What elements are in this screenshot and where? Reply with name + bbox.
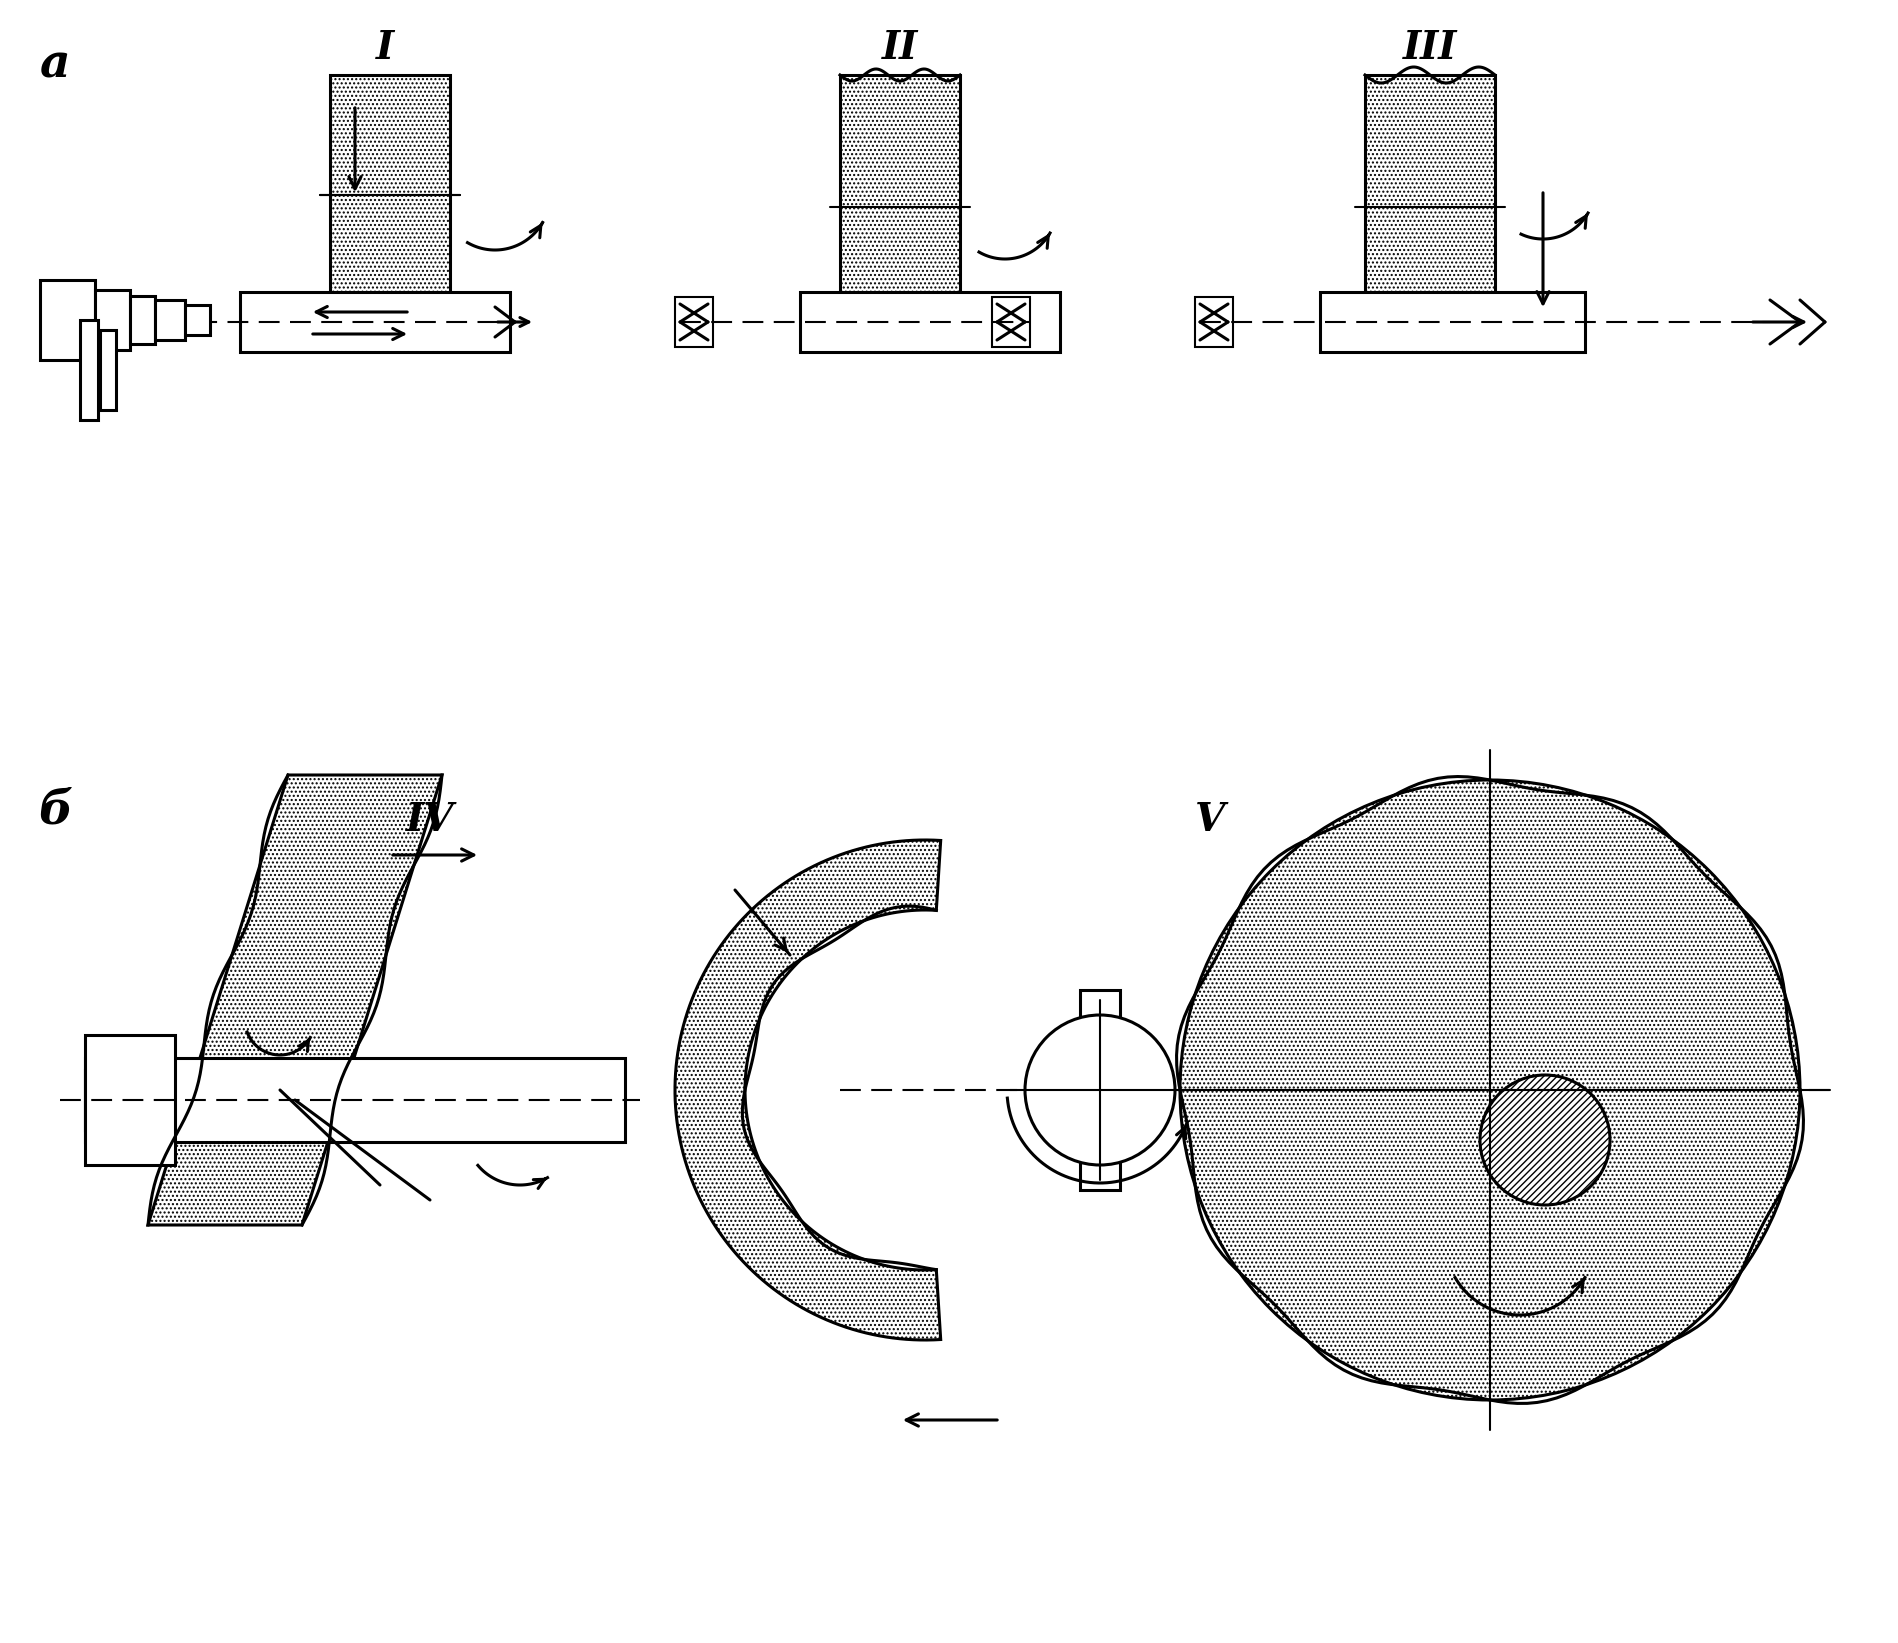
Circle shape: [1181, 780, 1799, 1400]
Bar: [95, 291, 129, 350]
Text: IV: IV: [406, 802, 454, 840]
Bar: [40, 279, 95, 360]
Bar: [85, 1035, 175, 1165]
Bar: [85, 1070, 135, 1130]
Bar: [676, 297, 714, 347]
Bar: [330, 76, 450, 315]
Bar: [101, 330, 116, 411]
Circle shape: [1025, 1015, 1175, 1165]
Bar: [1365, 76, 1496, 340]
Bar: [80, 320, 99, 421]
Bar: [841, 76, 960, 340]
Text: б: б: [38, 787, 72, 833]
Bar: [993, 297, 1031, 347]
Bar: [1080, 991, 1120, 1190]
Bar: [841, 76, 960, 340]
Bar: [1196, 297, 1234, 347]
Text: III: III: [1403, 30, 1458, 67]
Bar: [129, 296, 156, 343]
Text: II: II: [883, 30, 919, 67]
Bar: [799, 292, 1059, 352]
Text: I: I: [376, 30, 395, 67]
Polygon shape: [148, 775, 442, 1226]
Bar: [1365, 76, 1496, 340]
Bar: [156, 301, 184, 340]
Bar: [330, 76, 450, 315]
Polygon shape: [676, 840, 941, 1341]
Bar: [85, 1058, 624, 1142]
Text: V: V: [1196, 802, 1224, 840]
Bar: [184, 306, 211, 335]
Text: а: а: [40, 43, 70, 89]
Bar: [239, 292, 511, 352]
Bar: [1319, 292, 1585, 352]
Circle shape: [1480, 1075, 1610, 1204]
